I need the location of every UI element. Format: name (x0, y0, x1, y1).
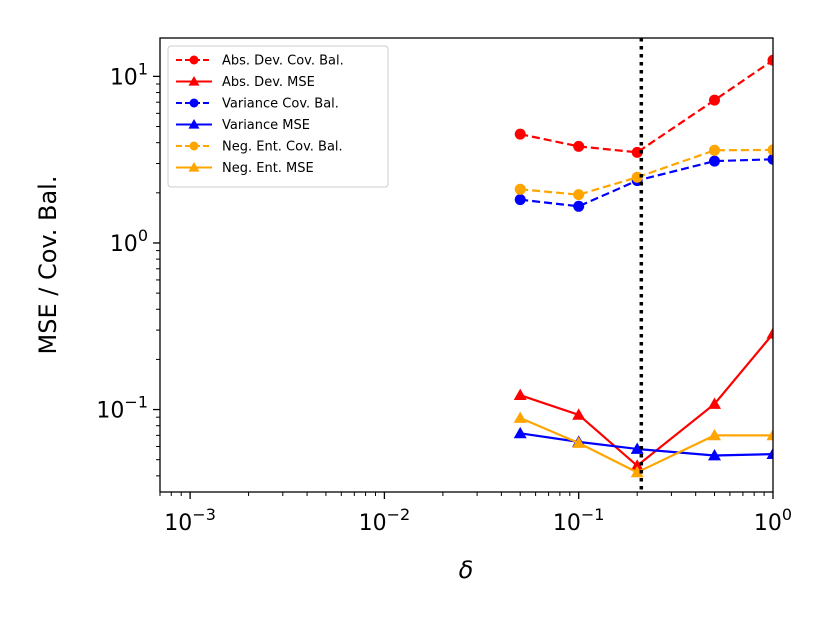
series-5 (513, 411, 773, 478)
data-point (708, 448, 722, 461)
data-point (573, 200, 585, 212)
data-point (709, 94, 721, 106)
series-1 (513, 327, 773, 471)
data-point (767, 54, 773, 66)
data-point (572, 408, 586, 420)
legend-marker (189, 98, 199, 108)
legend-label: Abs. Dev. Cov. Bal. (222, 54, 344, 69)
series-line (519, 59, 773, 154)
legend-entry-4: Neg. Ent. Cov. Bal. (176, 140, 343, 155)
data-point (572, 436, 586, 448)
legend-entry-1: Abs. Dev. MSE (176, 75, 315, 90)
legend-label: Neg. Ent. Cov. Bal. (222, 140, 343, 155)
legend-entry-2: Variance Cov. Bal. (176, 97, 339, 112)
data-point (514, 183, 526, 195)
data-point (767, 153, 773, 165)
data-point (513, 426, 527, 439)
data-point (766, 327, 773, 339)
data-point (514, 128, 526, 140)
series-0 (514, 54, 773, 158)
data-point (513, 388, 527, 401)
x-axis-label: δ (459, 556, 474, 584)
data-point (631, 146, 643, 158)
legend-label: Neg. Ent. MSE (222, 161, 314, 176)
data-point (709, 155, 721, 167)
legend-entry-5: Neg. Ent. MSE (176, 161, 314, 176)
data-point (573, 189, 585, 201)
plot-clip-group (513, 54, 773, 478)
data-point (767, 144, 773, 156)
data-point (708, 397, 722, 409)
data-point (766, 428, 773, 441)
legend-marker (188, 162, 200, 172)
legend-entry-3: Variance MSE (176, 118, 310, 133)
legend: Abs. Dev. Cov. Bal. Abs. Dev. MSE Variance… (167, 45, 389, 188)
data-point (573, 140, 585, 152)
data-point (630, 465, 644, 478)
legend-label: Variance Cov. Bal. (222, 97, 339, 112)
legend-marker (188, 76, 200, 86)
data-point (630, 459, 644, 471)
legend-label: Variance MSE (222, 118, 310, 133)
legend-box (167, 45, 389, 188)
series-4 (514, 144, 773, 201)
legend-label: Abs. Dev. MSE (222, 75, 315, 90)
y-axis-label: MSE / Cov. Bal. (34, 176, 62, 355)
data-point (513, 411, 527, 423)
data-point (708, 428, 722, 441)
x-tick-label: 10−2 (359, 505, 411, 536)
axes-frame (159, 37, 774, 493)
data-point (766, 447, 773, 460)
data-point (709, 144, 721, 156)
data-point (630, 442, 644, 454)
series-3 (513, 426, 773, 461)
legend-entry-0: Abs. Dev. Cov. Bal. (176, 54, 344, 69)
legend-marker (189, 141, 199, 151)
legend-marker (188, 119, 200, 129)
plot-area (513, 38, 773, 492)
data-point (514, 194, 526, 206)
legend-marker (189, 55, 199, 65)
series-line (520, 148, 773, 196)
